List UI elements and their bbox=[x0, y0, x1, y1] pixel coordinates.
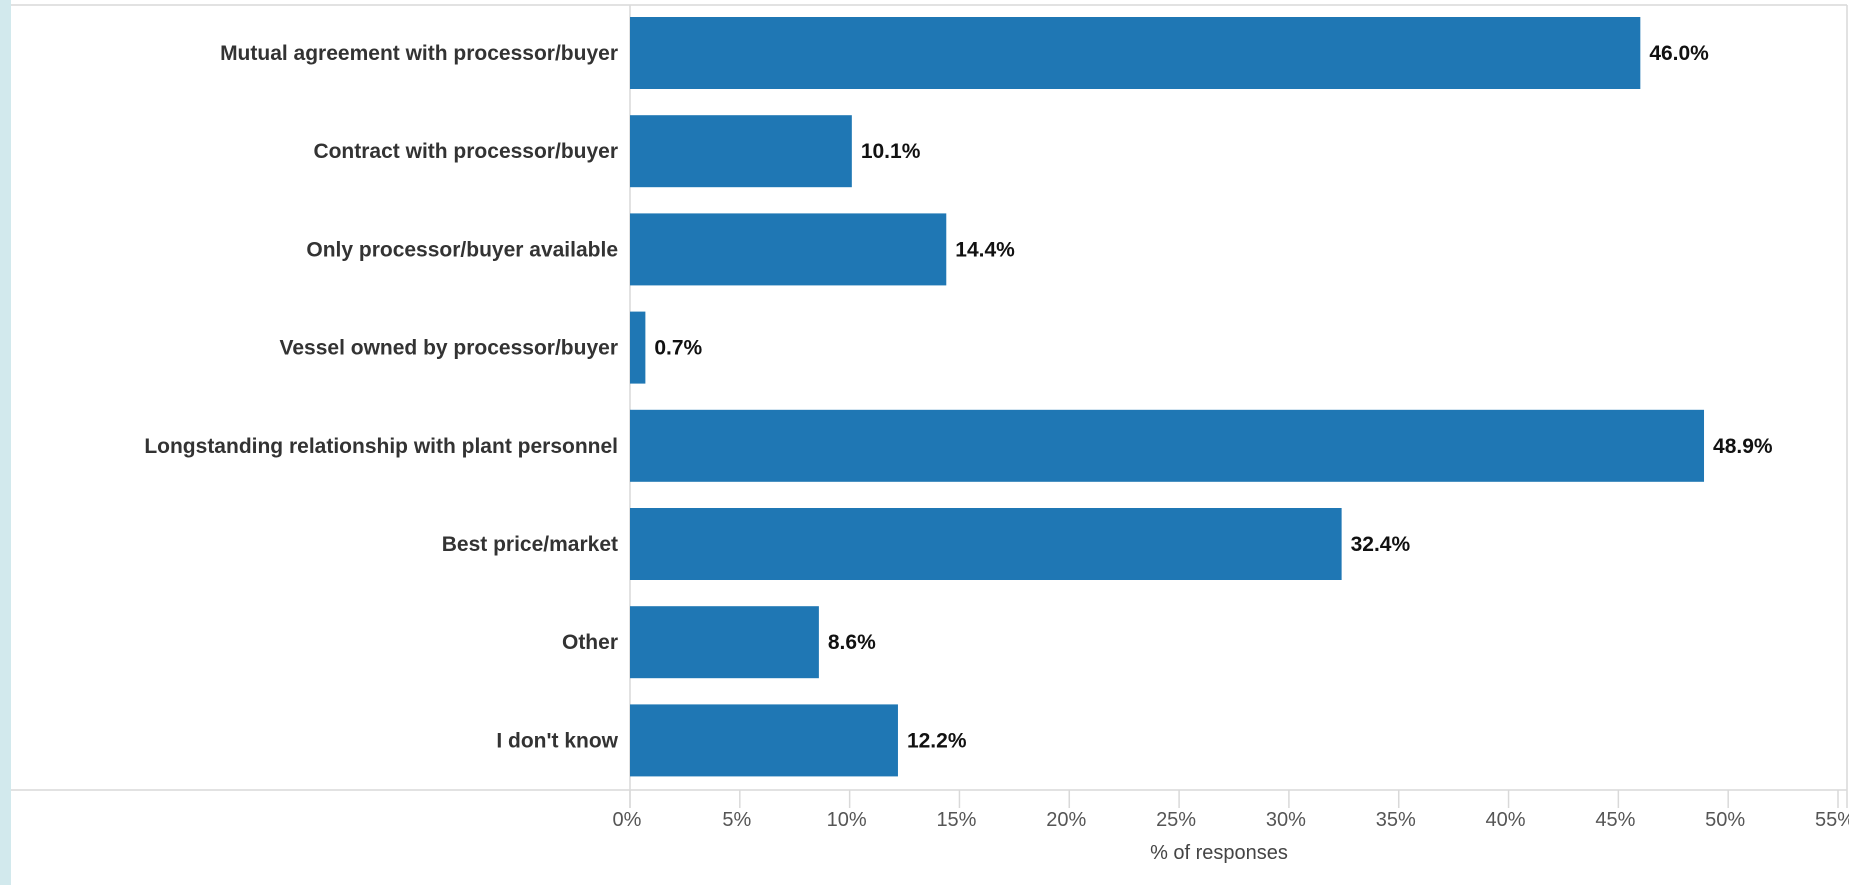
bar-value-label: 10.1% bbox=[861, 140, 921, 163]
x-tick-label: 50% bbox=[1705, 809, 1745, 831]
x-tick-label: 45% bbox=[1595, 809, 1635, 831]
x-tick-label: 5% bbox=[722, 809, 751, 831]
left-accent-strip bbox=[0, 0, 11, 885]
x-tick-label: 40% bbox=[1486, 809, 1526, 831]
x-tick-label: 35% bbox=[1376, 809, 1416, 831]
x-tick-label: 20% bbox=[1046, 809, 1086, 831]
bar-2 bbox=[630, 115, 852, 188]
bar-value-label: 12.2% bbox=[907, 729, 967, 752]
bar-value-label: 0.7% bbox=[654, 337, 702, 360]
x-tick-label: 25% bbox=[1156, 809, 1196, 831]
category-label: Best price/market bbox=[442, 533, 618, 556]
bar-6 bbox=[630, 508, 1342, 580]
category-label: Mutual agreement with processor/buyer bbox=[220, 42, 618, 65]
category-label: I don't know bbox=[496, 729, 618, 752]
bar-8 bbox=[630, 704, 898, 777]
bar-4 bbox=[630, 311, 646, 384]
bar-value-label: 48.9% bbox=[1713, 435, 1773, 458]
x-tick-label: 55% bbox=[1815, 809, 1849, 831]
x-tick-label: 10% bbox=[827, 809, 867, 831]
category-label: Longstanding relationship with plant per… bbox=[144, 435, 618, 458]
bar-5 bbox=[630, 409, 1705, 482]
category-label: Contract with processor/buyer bbox=[313, 140, 618, 163]
bar-1 bbox=[630, 17, 1641, 89]
x-axis-title: % of responses bbox=[1150, 842, 1288, 864]
category-label: Only processor/buyer available bbox=[306, 238, 618, 261]
bar-3 bbox=[630, 213, 947, 286]
bar-value-label: 46.0% bbox=[1649, 42, 1709, 65]
bar-value-label: 14.4% bbox=[955, 238, 1015, 261]
bar-value-label: 32.4% bbox=[1351, 533, 1411, 556]
bar-7 bbox=[630, 606, 819, 679]
category-label: Vessel owned by processor/buyer bbox=[280, 337, 618, 360]
x-tick-label: 0% bbox=[613, 809, 642, 831]
category-label: Other bbox=[562, 631, 618, 654]
x-tick-label: 30% bbox=[1266, 809, 1306, 831]
bar-value-label: 8.6% bbox=[828, 631, 876, 654]
x-tick-label: 15% bbox=[936, 809, 976, 831]
